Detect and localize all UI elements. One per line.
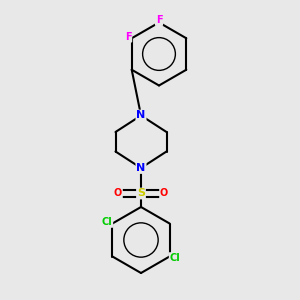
Text: N: N	[136, 163, 146, 173]
Text: S: S	[137, 188, 145, 199]
Text: O: O	[160, 188, 168, 199]
Text: Cl: Cl	[169, 253, 180, 263]
Text: F: F	[156, 15, 162, 25]
Text: N: N	[136, 110, 146, 121]
Text: Cl: Cl	[102, 217, 112, 227]
Text: O: O	[114, 188, 122, 199]
Text: F: F	[125, 32, 131, 42]
